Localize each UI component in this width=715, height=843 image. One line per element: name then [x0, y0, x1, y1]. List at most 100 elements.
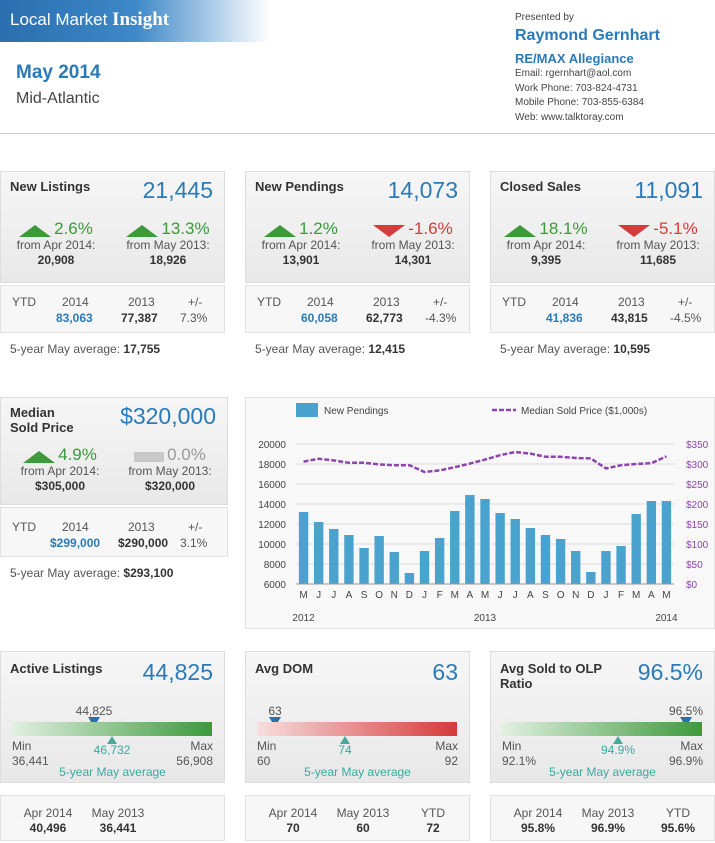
x-tick-label: D — [406, 590, 413, 601]
cmp-month-value: 20,908 — [37, 253, 75, 267]
gauge-bar — [12, 722, 212, 736]
bar-new-pendings — [374, 536, 384, 584]
gauge-marker-label: 96.5% — [668, 704, 704, 718]
x-year-label: 2014 — [655, 613, 678, 624]
x-tick-label: N — [572, 590, 579, 601]
gauge-average-value: 74 — [338, 743, 352, 757]
x-tick-label: M — [632, 590, 640, 601]
x-tick-label: J — [422, 590, 427, 601]
bar-new-pendings — [540, 535, 551, 584]
gauge-average-label: 5-year May average — [304, 765, 411, 779]
gauge-max-value: 92 — [444, 754, 458, 768]
ytd-value-prior: 62,773 — [366, 311, 403, 325]
change-vs-prev-month: 18.1% from Apr 2014: 9,395 — [494, 219, 598, 268]
bar-new-pendings — [313, 522, 324, 584]
gauge-footer-value: 95.6% — [660, 821, 696, 835]
ytd-box — [490, 285, 715, 333]
x-tick-label: M — [481, 590, 489, 601]
change-vs-prev-year: 13.3% from May 2013: 18,926 — [114, 220, 222, 268]
median-avg5: 5-year May average: $293,100 — [10, 566, 173, 580]
ytd-pm: +/- — [188, 295, 203, 309]
change-vs-prev-year: -5.1% from May 2013: 11,685 — [604, 220, 712, 268]
change-vs-prev-month: 1.2% from Apr 2014: 13,901 — [249, 220, 353, 268]
median-sold-price-card: Median Sold Price $320,000 4.9% from Apr… — [0, 397, 228, 587]
avg5-label: 5-year May average: — [500, 342, 611, 356]
arrow-up-icon — [264, 224, 297, 237]
x-tick-label: M — [662, 590, 670, 601]
y-right-tick-label: $0 — [686, 580, 698, 591]
ytd-year1: 2014 — [307, 295, 334, 309]
gauge-footer-value: 96.9% — [590, 821, 626, 835]
ytd-pm: +/- — [433, 295, 448, 309]
gauge-marker-label: 63 — [268, 704, 282, 718]
x-tick-label: A — [467, 590, 474, 601]
x-year-label: 2012 — [292, 613, 315, 624]
bar-new-pendings — [344, 535, 354, 584]
gauge-footer-item: May 2013 60 — [327, 806, 399, 836]
stat-card-title: New Listings — [10, 179, 91, 194]
ytd-label: YTD — [12, 295, 36, 309]
change-vs-prev-month: 2.6% from Apr 2014: 20,908 — [4, 219, 108, 268]
x-tick-label: J — [316, 590, 321, 601]
cmp-month-label: from Apr 2014: — [506, 238, 586, 252]
gauge-average-label: 5-year May average — [549, 765, 656, 779]
y-left-tick-label: 12000 — [258, 520, 286, 531]
five-year-average: 5-year May average: 12,415 — [255, 342, 405, 356]
ytd-year1: 2014 — [62, 295, 89, 309]
stat-card-value: 21,445 — [142, 177, 213, 203]
x-tick-label: M — [451, 590, 459, 601]
bar-new-pendings — [434, 538, 445, 584]
x-tick-label: A — [648, 590, 655, 601]
x-year-label: 2013 — [474, 613, 497, 624]
gauge-value: 44,825 — [142, 659, 213, 685]
gauge-footer-label: Apr 2014 — [23, 806, 73, 820]
agent-website: Web: www.talktoray.com — [515, 111, 624, 123]
y-right-tick-label: $300 — [686, 460, 709, 471]
cmp-year-label: from May 2013: — [371, 238, 455, 252]
gauge-value: 63 — [432, 659, 458, 685]
median-ytd-year2: 2013 — [128, 520, 155, 534]
ytd-year2: 2013 — [128, 295, 155, 309]
legend-label-line: Median Sold Price ($1,000s) — [521, 406, 647, 417]
ytd-value-prior: 43,815 — [611, 311, 648, 325]
gauge-marker-label: 44,825 — [75, 704, 113, 718]
arrow-up-icon — [504, 224, 537, 237]
gauge-footer — [490, 795, 715, 841]
y-right-tick-label: $350 — [686, 440, 709, 451]
median-ytd-v2: $290,000 — [118, 536, 169, 550]
median-avg5-value: $293,100 — [123, 566, 174, 580]
change-vs-prev-year: -1.6% from May 2013: 14,301 — [359, 220, 467, 268]
average-marker-icon — [107, 736, 117, 744]
y-left-tick-label: 20000 — [258, 440, 286, 451]
ytd-change: -4.5% — [670, 311, 702, 325]
bar-new-pendings — [465, 495, 475, 584]
ytd-value-current: 41,836 — [546, 311, 583, 325]
y-left-tick-label: 16000 — [258, 480, 286, 491]
pct-change-month: 18.1% — [539, 219, 588, 238]
arrow-flat-icon — [134, 451, 165, 462]
bar-new-pendings — [571, 551, 581, 584]
gauge-footer-label: May 2013 — [581, 806, 635, 820]
gauge-max-value: 56,908 — [176, 754, 213, 768]
bar-new-pendings — [404, 573, 415, 584]
gauge-average-value: 94.9% — [600, 743, 636, 757]
bar-new-pendings — [601, 551, 611, 584]
gauge-footer-label: May 2013 — [91, 806, 145, 820]
gauge-min-value: 92.1% — [502, 754, 537, 768]
trend-chart-panel: 20000 18000 16000 14000 12000 10000 8000 6000 $3… — [245, 397, 715, 629]
ytd-value-prior: 77,387 — [121, 311, 158, 325]
report-month: May 2014 — [16, 62, 101, 83]
gauge-footer-label: May 2013 — [336, 806, 390, 820]
gauge-max-label: Max — [680, 739, 703, 753]
cmp-month-label: from Apr 2014: — [16, 238, 96, 252]
gauge-footer-label: Apr 2014 — [513, 806, 563, 820]
ytd-value-current: 83,063 — [56, 311, 93, 325]
agent-contact: Email: rgernhart@aol.com Work Phone: 703… — [515, 67, 644, 125]
presented-by: Presented by — [515, 12, 574, 23]
gauge-title: Avg DOM — [255, 661, 314, 676]
pct-change-month: 2.6% — [54, 219, 93, 238]
ytd-change: -4.3% — [425, 311, 457, 325]
gauge-min-label: Min — [257, 739, 277, 753]
avg5-label: 5-year May average: — [255, 342, 366, 356]
median-pct-year: 0.0% — [167, 445, 206, 464]
